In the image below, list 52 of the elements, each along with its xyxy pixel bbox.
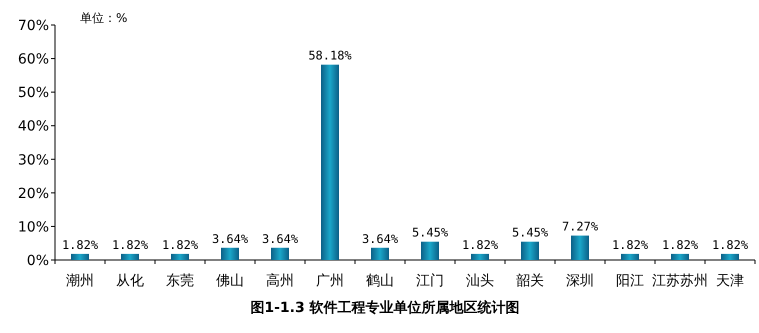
x-tick-label: 广州 xyxy=(316,273,344,289)
y-tick-label: 0% xyxy=(26,253,49,269)
x-tick-label: 潮州 xyxy=(66,273,94,289)
y-tick-label: 40% xyxy=(18,118,49,135)
data-label: 7.27% xyxy=(562,220,599,234)
bar xyxy=(671,254,689,260)
data-label: 1.82% xyxy=(662,238,699,252)
data-label: 1.82% xyxy=(612,238,649,252)
x-tick-label: 从化 xyxy=(116,273,144,289)
bar xyxy=(71,254,89,260)
y-tick-label: 20% xyxy=(18,186,49,202)
x-tick-label: 韶关 xyxy=(516,273,544,289)
y-tick-label: 10% xyxy=(18,219,49,236)
bar xyxy=(621,254,639,260)
x-tick-label: 高州 xyxy=(266,273,294,289)
bar xyxy=(271,248,289,260)
data-label: 58.18% xyxy=(308,48,352,63)
x-tick-label: 深圳 xyxy=(566,273,594,289)
data-label: 1.82% xyxy=(112,238,149,252)
y-tick-label: 70% xyxy=(18,18,49,34)
bar xyxy=(571,236,589,260)
text: 图1-1.3 软件工程专业单位所属地区统计图 xyxy=(250,299,520,316)
bar xyxy=(221,248,239,260)
y-tick-label: 30% xyxy=(18,152,49,168)
data-label: 5.45% xyxy=(512,226,549,240)
x-tick-label: 阳江 xyxy=(616,273,644,289)
data-label: 3.64% xyxy=(362,232,399,246)
bar xyxy=(121,254,139,260)
bar xyxy=(371,248,389,260)
data-label: 1.82% xyxy=(712,238,749,252)
annotation: 单位：% xyxy=(80,11,128,25)
x-tick-label: 江苏苏州 xyxy=(652,273,708,289)
x-tick-label: 天津 xyxy=(716,273,744,289)
bar xyxy=(171,254,189,260)
data-label: 5.45% xyxy=(412,226,449,240)
y-tick-label: 50% xyxy=(18,85,49,102)
bar xyxy=(321,64,339,260)
data-label: 1.82% xyxy=(62,238,99,252)
bar xyxy=(721,254,739,260)
bar xyxy=(521,242,539,260)
y-tick-label: 60% xyxy=(18,52,49,68)
data-label: 1.82% xyxy=(162,238,199,252)
bar xyxy=(421,242,439,260)
x-tick-label: 江门 xyxy=(416,273,444,289)
x-tick-label: 鹤山 xyxy=(366,273,394,289)
x-tick-label: 佛山 xyxy=(216,273,244,289)
x-tick-label: 东莞 xyxy=(166,273,194,289)
data-label: 3.64% xyxy=(212,232,249,246)
bar xyxy=(471,254,489,260)
data-label: 1.82% xyxy=(462,238,499,252)
data-label: 3.64% xyxy=(262,232,299,246)
x-tick-label: 汕头 xyxy=(466,273,494,289)
